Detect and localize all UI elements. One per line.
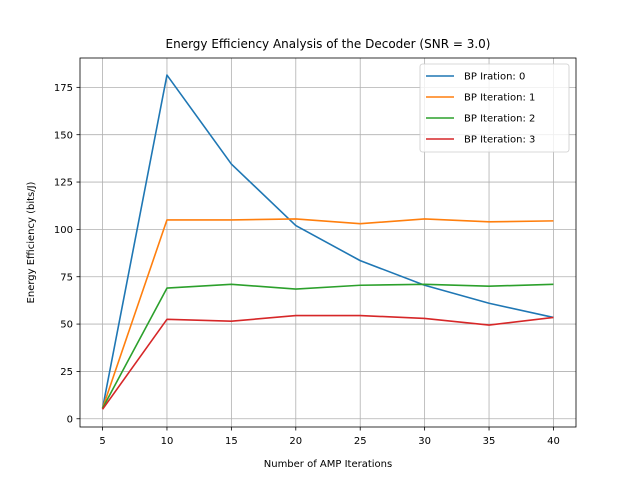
x-tick-label: 25 bbox=[354, 436, 367, 447]
x-tick-label: 30 bbox=[418, 436, 431, 447]
x-tick-label: 40 bbox=[547, 436, 560, 447]
x-tick-label: 5 bbox=[99, 436, 105, 447]
legend-label: BP Iration: 0 bbox=[464, 72, 525, 83]
x-axis-label: Number of AMP Iterations bbox=[264, 459, 392, 470]
chart-title: Energy Efficiency Analysis of the Decode… bbox=[166, 37, 491, 51]
y-tick-label: 125 bbox=[54, 178, 73, 189]
legend-label: BP Iteration: 1 bbox=[464, 93, 535, 104]
legend-label: BP Iteration: 3 bbox=[464, 135, 535, 146]
series-line-bp-0 bbox=[101, 74, 554, 409]
series-line-bp-2 bbox=[101, 283, 554, 409]
y-axis-label: Energy Efficiency (bits/J) bbox=[26, 181, 37, 303]
series-line-bp-3 bbox=[101, 314, 554, 410]
series-lines bbox=[101, 74, 554, 410]
y-tick-label: 175 bbox=[54, 83, 73, 94]
series-line-bp-1 bbox=[101, 218, 554, 409]
y-tick-label: 100 bbox=[54, 225, 73, 236]
x-tick-label: 10 bbox=[161, 436, 174, 447]
legend-label: BP Iteration: 2 bbox=[464, 114, 535, 125]
y-axis-ticks: 0 25 50 75 100 125 150 175 bbox=[54, 83, 80, 425]
x-tick-label: 20 bbox=[289, 436, 302, 447]
x-axis-ticks: 5 10 15 20 25 30 35 40 bbox=[99, 427, 560, 447]
legend-box bbox=[419, 63, 570, 153]
y-tick-label: 25 bbox=[60, 367, 73, 378]
x-tick-label: 35 bbox=[483, 436, 496, 447]
y-tick-label: 150 bbox=[54, 130, 73, 141]
x-tick-label: 15 bbox=[225, 436, 238, 447]
y-tick-label: 50 bbox=[60, 320, 73, 331]
plot-area-frame bbox=[79, 57, 577, 428]
y-tick-label: 75 bbox=[60, 272, 73, 283]
y-tick-label: 0 bbox=[67, 414, 73, 425]
legend: BP Iration: 0 BP Iteration: 1 BP Iteration… bbox=[419, 63, 570, 153]
